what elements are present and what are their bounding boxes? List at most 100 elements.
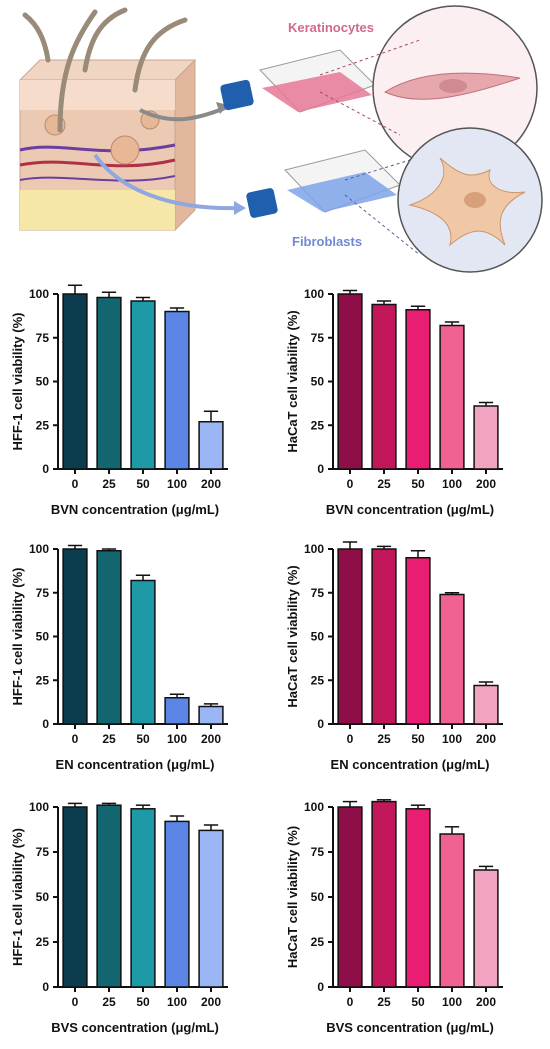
- x-tick-label: 200: [201, 995, 221, 1009]
- bar: [96, 804, 122, 988]
- y-tick-label: 75: [36, 586, 50, 600]
- x-tick-label: 25: [102, 732, 116, 746]
- y-tick-label: 50: [36, 630, 50, 644]
- bar: [130, 579, 156, 725]
- y-tick-label: 50: [36, 890, 50, 904]
- x-tick-label: 0: [72, 995, 79, 1009]
- y-tick-label: 25: [36, 418, 50, 432]
- y-axis-title: HFF-1 cell viability (%): [10, 568, 25, 706]
- bar: [96, 296, 122, 470]
- y-tick-label: 75: [311, 586, 325, 600]
- bar: [164, 310, 190, 470]
- x-tick-label: 50: [411, 995, 425, 1009]
- y-axis-title: HFF-1 cell viability (%): [10, 828, 25, 966]
- x-tick-label: 50: [136, 477, 150, 491]
- x-tick-label: 0: [72, 477, 79, 491]
- x-axis-title: BVN concentration (μg/mL): [326, 502, 494, 517]
- y-tick-label: 50: [36, 375, 50, 389]
- x-tick-label: 25: [102, 477, 116, 491]
- keratinocytes-label: Keratinocytes: [288, 20, 374, 35]
- y-tick-label: 25: [36, 935, 50, 949]
- y-tick-label: 75: [311, 331, 325, 345]
- y-tick-label: 25: [311, 673, 325, 687]
- fibroblast-flask: [246, 149, 401, 218]
- bar: [130, 300, 156, 470]
- skin-cell-illustration: Keratinocytes Fibroblasts: [18, 5, 543, 273]
- x-tick-label: 50: [136, 995, 150, 1009]
- x-tick-label: 100: [167, 995, 187, 1009]
- bar: [198, 829, 224, 988]
- x-tick-label: 200: [201, 477, 221, 491]
- x-tick-label: 25: [377, 732, 391, 746]
- bar: [62, 293, 88, 470]
- bar: [473, 684, 499, 725]
- chart-hacat-en: 0 25 50 75 100 0 25 50 100 200 HaCaT cell viabilit…: [285, 541, 503, 772]
- bar: [439, 593, 465, 725]
- chart-hacat-bvs: 0 25 50 75 100 0 25 50 100 200 HaCaT cell viabilit…: [285, 799, 503, 1035]
- y-tick-label: 100: [304, 542, 324, 556]
- y-tick-label: 100: [304, 800, 324, 814]
- chart-hacat-bvn: 0 25 50 75 100 0 25 50 100 200 HaCaT cell viabilit…: [285, 287, 503, 517]
- x-tick-label: 25: [102, 995, 116, 1009]
- y-tick-label: 50: [311, 630, 325, 644]
- x-tick-label: 0: [347, 732, 354, 746]
- bar: [473, 405, 499, 470]
- bar: [337, 806, 363, 988]
- x-axis-title: BVS concentration (μg/mL): [326, 1020, 494, 1035]
- x-tick-label: 200: [476, 477, 496, 491]
- y-tick-label: 50: [311, 890, 325, 904]
- bar: [96, 550, 122, 725]
- x-tick-label: 200: [201, 732, 221, 746]
- bar: [405, 557, 431, 725]
- x-tick-label: 200: [476, 995, 496, 1009]
- x-tick-label: 0: [347, 995, 354, 1009]
- y-tick-label: 75: [311, 845, 325, 859]
- y-tick-label: 100: [29, 800, 49, 814]
- bar: [439, 833, 465, 988]
- bar: [62, 806, 88, 988]
- x-axis-title: BVN concentration (μg/mL): [51, 502, 219, 517]
- bar: [198, 421, 224, 470]
- skin-block-graphic: [18, 58, 197, 232]
- bar: [371, 303, 397, 470]
- bar: [164, 697, 190, 725]
- y-tick-label: 75: [36, 331, 50, 345]
- bar: [337, 548, 363, 725]
- bar: [371, 548, 397, 725]
- x-tick-label: 25: [377, 477, 391, 491]
- y-tick-label: 0: [317, 462, 324, 476]
- bar: [130, 808, 156, 988]
- x-tick-label: 50: [136, 732, 150, 746]
- arrow-to-fibroblasts: [93, 153, 241, 211]
- bar: [439, 324, 465, 470]
- y-axis-title: HaCaT cell viability (%): [285, 565, 300, 707]
- y-tick-label: 100: [304, 287, 324, 301]
- bar: [337, 293, 363, 470]
- y-axis-title: HaCaT cell viability (%): [285, 826, 300, 968]
- y-tick-label: 25: [36, 673, 50, 687]
- y-tick-label: 25: [311, 418, 325, 432]
- y-tick-label: 0: [317, 717, 324, 731]
- y-tick-label: 100: [29, 542, 49, 556]
- x-tick-label: 100: [442, 995, 462, 1009]
- y-axis-title: HFF-1 cell viability (%): [10, 313, 25, 451]
- bar: [473, 869, 499, 988]
- hair-graphic: [22, 7, 188, 133]
- y-tick-label: 50: [311, 375, 325, 389]
- chart-hff1-bvs: 0 25 50 75 100 0 25 50 100 200 HFF-1 cell viabilit…: [10, 800, 228, 1035]
- x-tick-label: 50: [411, 732, 425, 746]
- bar: [405, 808, 431, 988]
- x-tick-label: 100: [167, 732, 187, 746]
- y-tick-label: 0: [317, 980, 324, 994]
- x-axis-title: BVS concentration (μg/mL): [51, 1020, 219, 1035]
- x-tick-label: 0: [72, 732, 79, 746]
- x-tick-label: 100: [442, 732, 462, 746]
- x-tick-label: 0: [347, 477, 354, 491]
- bar: [371, 800, 397, 988]
- chart-hff1-bvn: 0 25 50 75 100 0 25 50 100 200 HFF-1 cell viabilit…: [10, 284, 228, 517]
- x-axis-title: EN concentration (μg/mL): [331, 757, 490, 772]
- x-tick-label: 100: [167, 477, 187, 491]
- y-tick-label: 0: [42, 980, 49, 994]
- x-tick-label: 50: [411, 477, 425, 491]
- y-tick-label: 25: [311, 935, 325, 949]
